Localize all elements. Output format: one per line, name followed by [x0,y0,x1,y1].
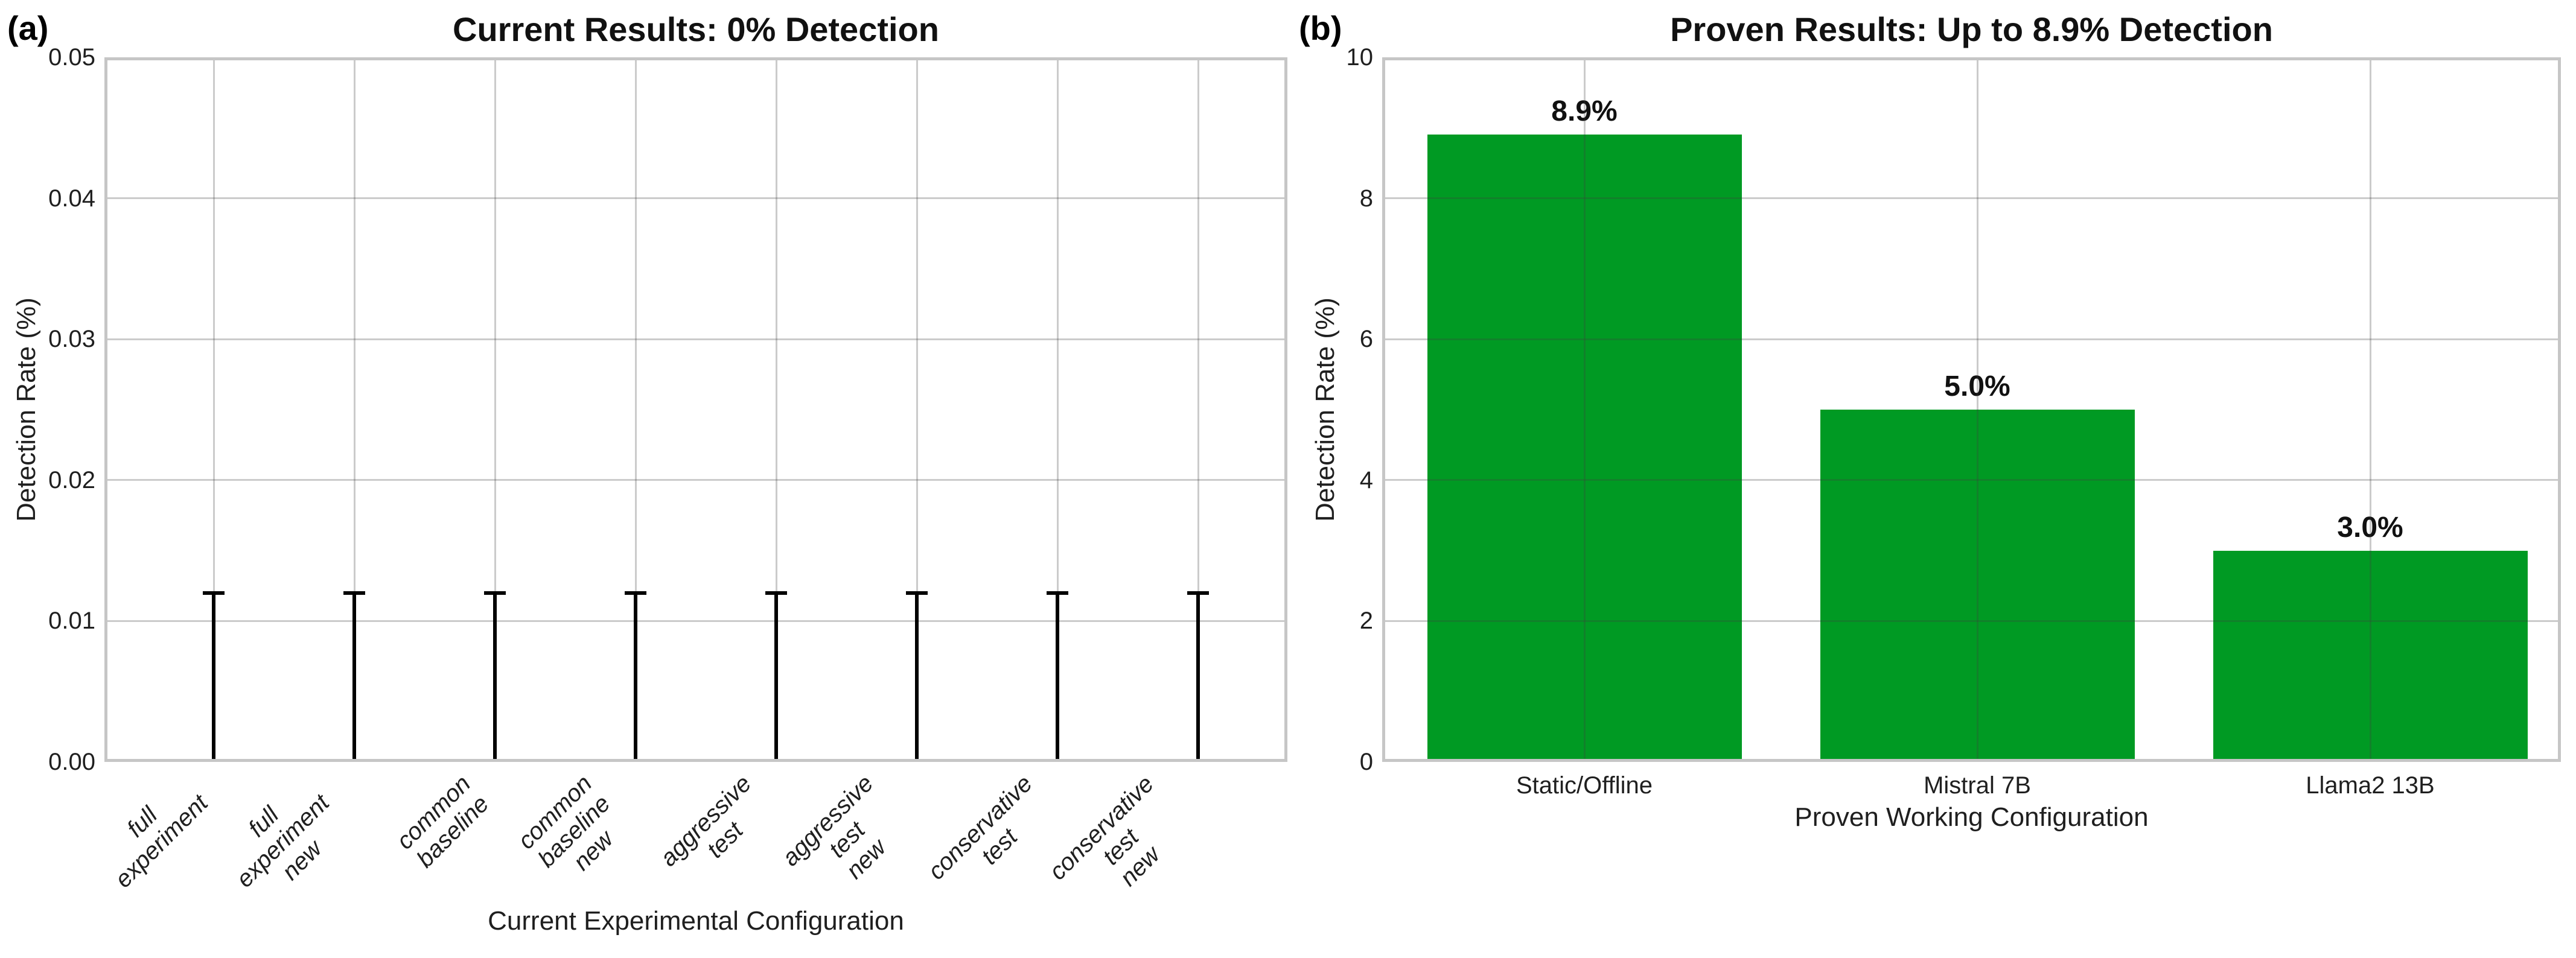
panel-a-x-axis-label: Current Experimental Configuration [488,906,904,936]
y-tick-label: 8 [1359,185,1373,212]
error-bar-cap [1187,591,1209,595]
x-tick-label: aggressive test [655,770,757,872]
panel-a-axes-frame [104,57,1287,762]
vertical-gridline [353,57,355,762]
horizontal-gridline [1382,479,2561,481]
x-tick-label: Llama2 13B [2306,772,2435,799]
x-tick-label: conservative test new [1044,770,1165,892]
error-bar [1196,592,1200,762]
vertical-gridline [1976,57,1978,762]
y-tick-label: 0.05 [48,44,95,71]
y-tick-label: 0.04 [48,185,95,212]
bar-llama2-13b [2213,550,2528,762]
vertical-gridline [634,57,637,762]
y-tick-label: 2 [1359,607,1373,635]
x-tick-label: common baseline [391,770,494,873]
panel-a-plot-area [104,57,1287,762]
error-bar [352,592,356,762]
panel-b-title: Proven Results: Up to 8.9% Detection [1670,10,2273,48]
error-bar-cap [203,591,225,595]
bar-mistral-7b [1820,410,2135,762]
panel-b-plot-area [1382,57,2561,762]
error-bar-cap [1047,591,1068,595]
y-tick-label: 0.03 [48,326,95,353]
horizontal-gridline [1382,197,2561,200]
panel-b-x-axis-label: Proven Working Configuration [1794,802,2149,832]
bar-value-label: 8.9% [1551,95,1618,128]
x-tick-label: Static/Offline [1516,772,1653,799]
error-bar [915,592,919,762]
panel-a-title: Current Results: 0% Detection [453,10,939,48]
vertical-gridline [1197,57,1199,762]
horizontal-gridline [104,197,1287,200]
panel-a-tag: (a) [7,9,49,47]
x-tick-label: Mistral 7B [1924,772,2031,799]
horizontal-gridline [104,620,1287,622]
y-tick-label: 10 [1346,44,1374,71]
horizontal-gridline [104,479,1287,481]
bar-static/offline [1427,135,1742,762]
vertical-gridline [212,57,215,762]
y-tick-label: 4 [1359,466,1373,493]
horizontal-gridline [1382,338,2561,340]
vertical-gridline [494,57,496,762]
bar-value-label: 5.0% [1944,370,2010,402]
y-tick-label: 0 [1359,749,1373,775]
error-bar-cap [625,591,646,595]
x-tick-label: conservative test [923,770,1038,886]
panel-b-tag: (b) [1299,9,1342,47]
error-bar-cap [906,591,928,595]
error-bar [493,592,497,762]
error-bar [634,592,637,762]
error-bar [1056,592,1059,762]
y-tick-label: 6 [1359,326,1373,353]
y-tick-label: 0.02 [48,466,95,493]
horizontal-gridline [104,338,1287,340]
vertical-gridline [1583,57,1586,762]
x-tick-label: common baseline new [512,770,619,876]
bar-value-label: 3.0% [2337,511,2403,544]
error-bar-cap [484,591,506,595]
error-bar-cap [765,591,787,595]
vertical-gridline [2369,57,2371,762]
y-tick-label: 0.01 [48,607,95,635]
error-bar [212,592,215,762]
vertical-gridline [1056,57,1059,762]
x-tick-label: full experiment [110,789,214,893]
vertical-gridline [775,57,777,762]
x-tick-label: aggressive test new [777,770,891,884]
error-bar-cap [343,591,365,595]
horizontal-gridline [1382,620,2561,622]
y-tick-label: 0.00 [48,749,95,775]
vertical-gridline [916,57,918,762]
x-tick-label: full experiment new [231,789,335,893]
error-bar [774,592,778,762]
